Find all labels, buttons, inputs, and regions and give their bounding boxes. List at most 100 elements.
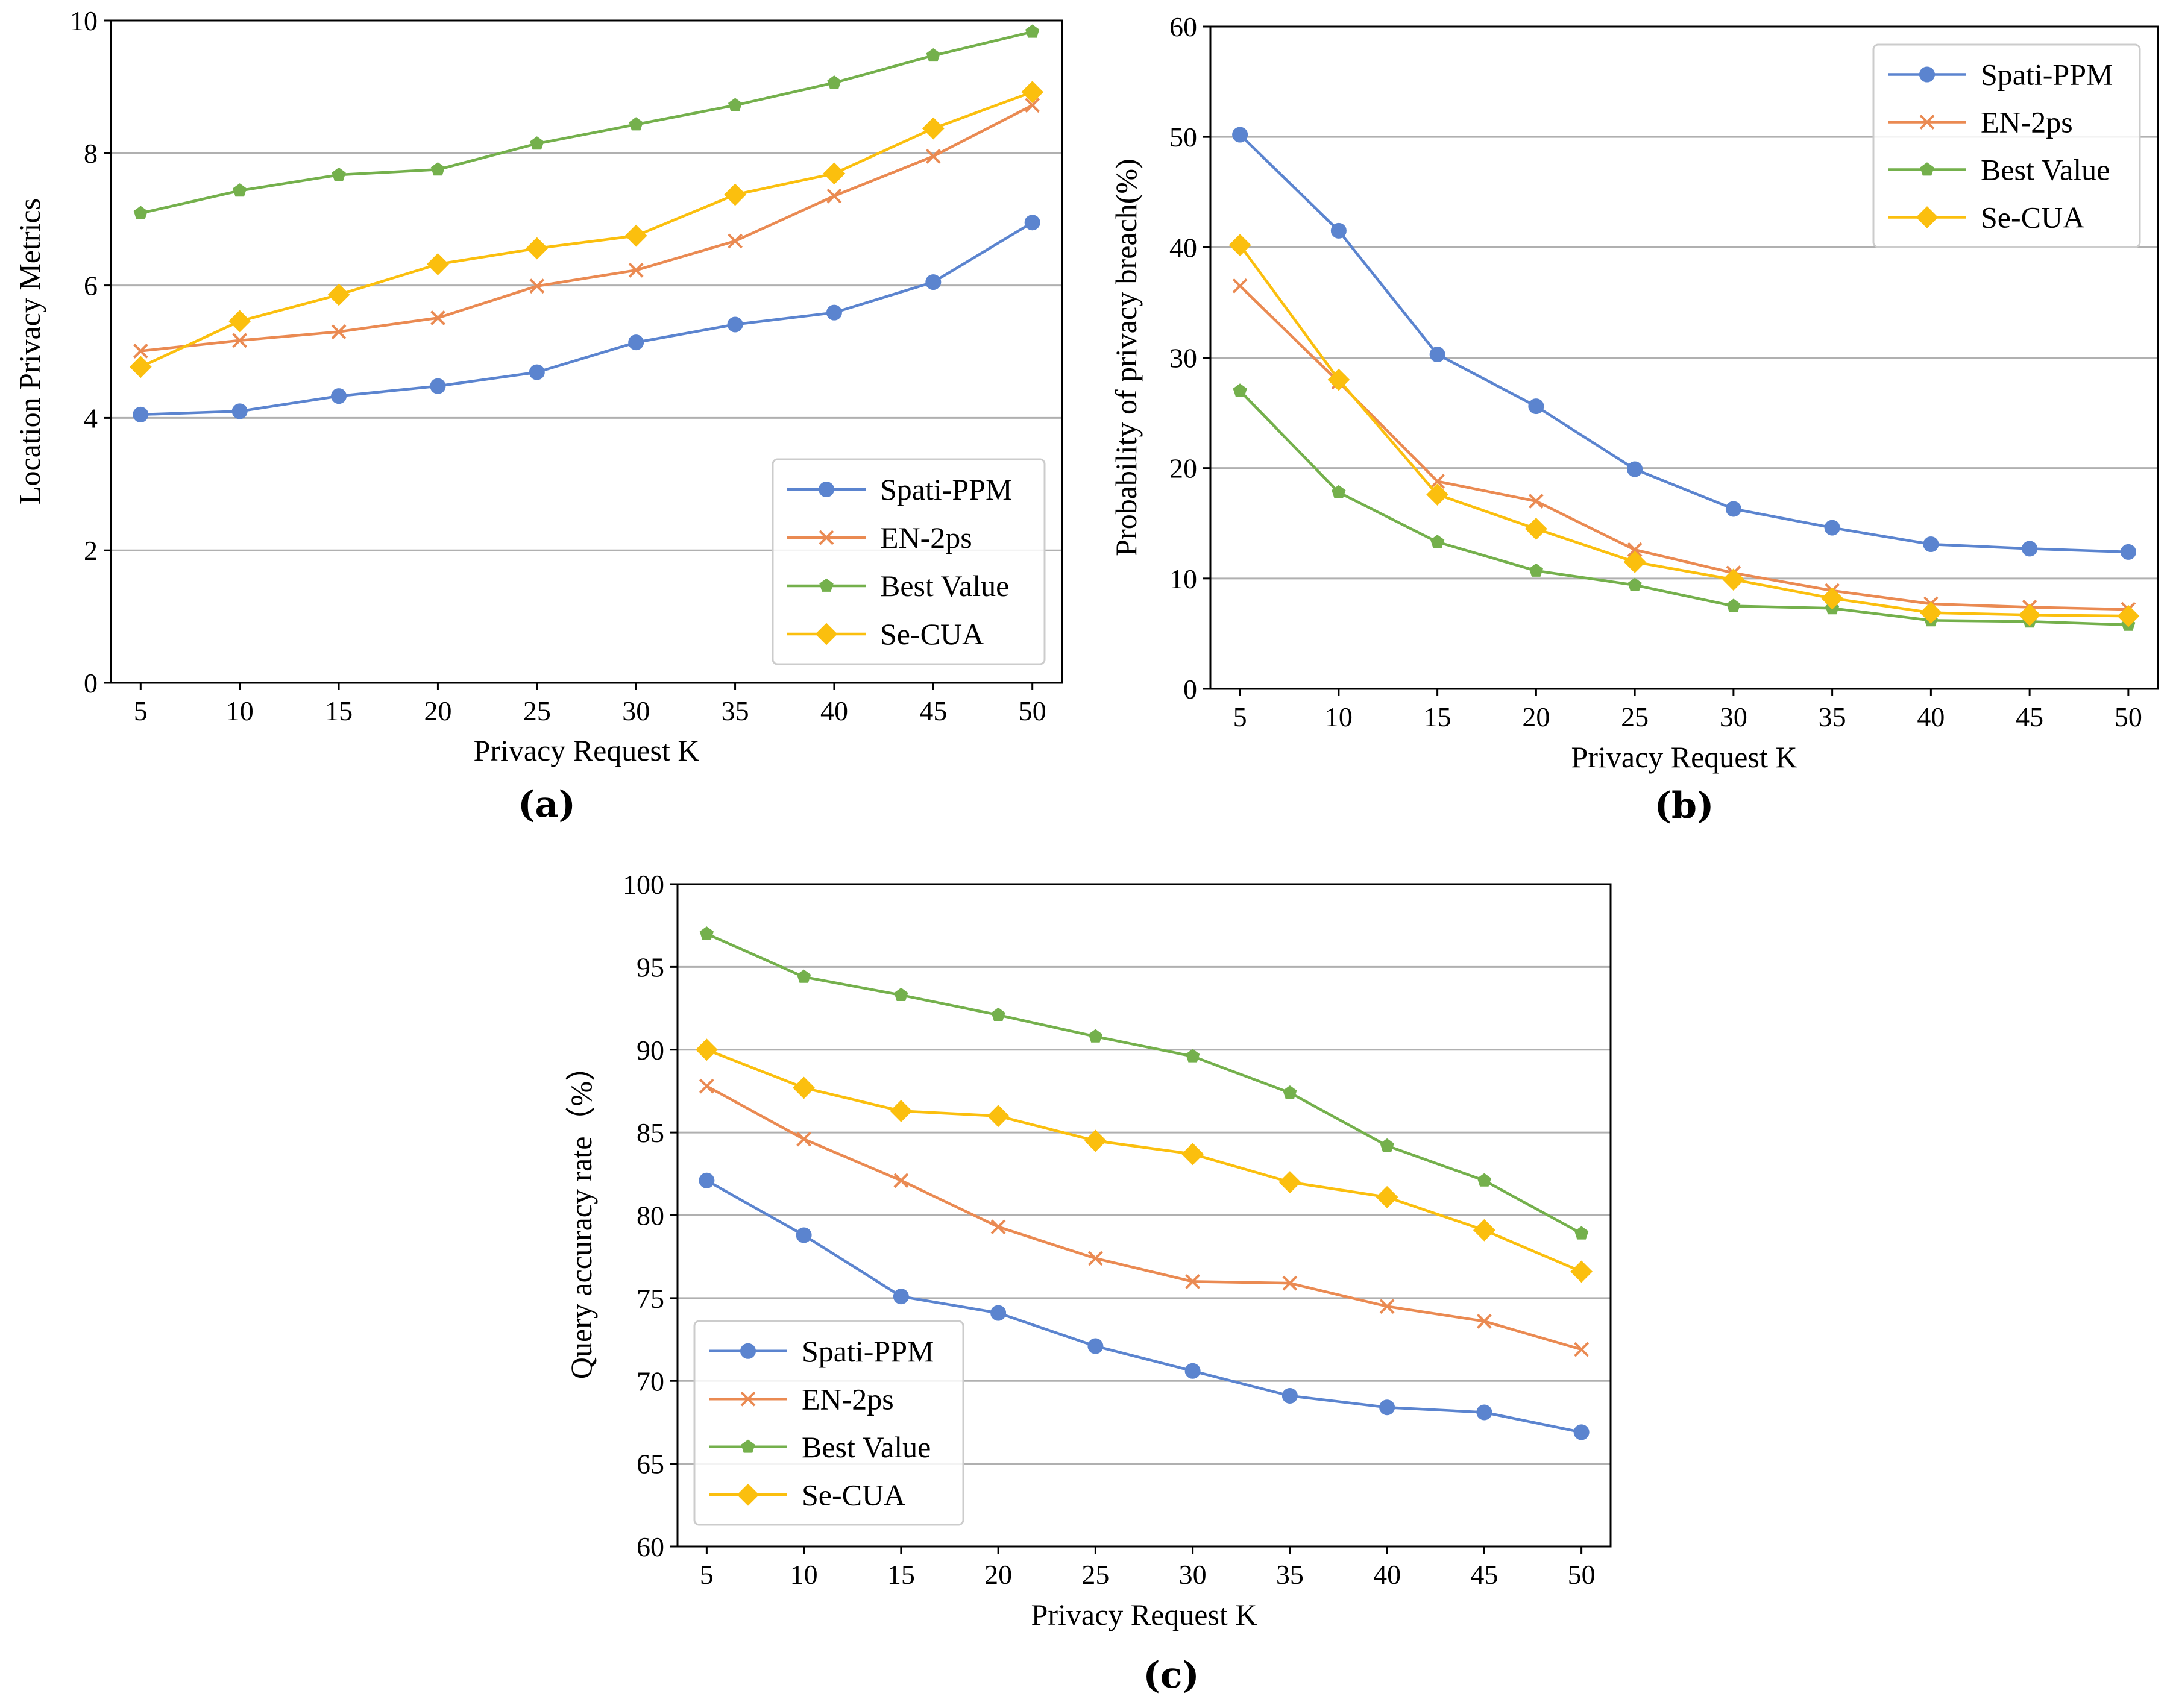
y-tick-label: 100: [623, 869, 664, 900]
y-tick-label: 0: [1183, 674, 1197, 705]
data-point-spati-ppm: [925, 274, 942, 290]
series-en-2ps: [133, 98, 1040, 359]
series-se-cua: [129, 81, 1044, 378]
data-point-se-cua: [1623, 550, 1646, 573]
data-point-en-2ps: [331, 324, 347, 339]
data-point-spati-ppm: [893, 1289, 909, 1305]
y-tick-label: 10: [1169, 564, 1197, 594]
data-point-spati-ppm: [1024, 215, 1040, 231]
data-point-se-cua: [922, 117, 945, 140]
data-point-best-value: [1233, 383, 1247, 397]
data-point-se-cua: [1524, 517, 1547, 540]
series-en-2ps: [1232, 278, 2136, 617]
y-tick-label: 60: [1169, 11, 1197, 42]
legend-marker-icon: [740, 1391, 756, 1407]
data-point-se-cua: [1426, 483, 1449, 506]
series-spati-ppm: [133, 215, 1040, 422]
data-point-spati-ppm: [628, 334, 644, 351]
y-tick-label: 30: [1169, 343, 1197, 374]
data-point-best-value: [991, 1007, 1005, 1021]
data-point-best-value: [1283, 1085, 1297, 1099]
x-tick-label: 5: [134, 695, 148, 726]
y-tick-label: 4: [84, 403, 98, 433]
x-tick-label: 20: [1522, 702, 1550, 732]
y-tick-label: 40: [1169, 232, 1197, 263]
y-tick-label: 20: [1169, 453, 1197, 484]
data-point-se-cua: [1473, 1219, 1495, 1242]
data-point-en-2ps: [133, 343, 148, 359]
data-point-spati-ppm: [1476, 1404, 1492, 1421]
y-tick-label: 8: [84, 138, 98, 169]
data-point-se-cua: [890, 1099, 913, 1122]
legend-marker-icon: [819, 578, 834, 592]
data-point-spati-ppm: [826, 304, 842, 321]
data-point-en-2ps: [1185, 1273, 1201, 1289]
series-line-en-2ps: [140, 104, 1033, 353]
legend-label: Se-CUA: [802, 1478, 905, 1512]
data-point-spati-ppm: [1573, 1424, 1590, 1440]
data-point-spati-ppm: [1087, 1338, 1104, 1354]
x-tick-label: 5: [1233, 702, 1247, 732]
series-en-2ps: [699, 1078, 1590, 1357]
legend-box: [693, 1320, 964, 1526]
chart-panel-a: 0 2 4 6 8 10 5 10 15 20 25 30 35 40 45 50 Privacy Reque…: [13, 5, 1063, 826]
data-point-best-value: [1726, 598, 1741, 612]
legend-label: Best Value: [1981, 153, 2110, 187]
legend-label: Spati-PPM: [1981, 58, 2113, 92]
data-point-en-2ps: [430, 310, 445, 325]
data-point-se-cua: [1228, 234, 1251, 257]
data-point-se-cua: [1084, 1129, 1107, 1152]
series-c: [695, 926, 1593, 1440]
legend-label: Spati-PPM: [802, 1334, 934, 1368]
x-tick-label: 40: [820, 695, 848, 726]
series-line-se-cua: [140, 90, 1033, 368]
data-point-best-value: [1477, 1173, 1491, 1187]
data-point-se-cua: [526, 237, 549, 260]
series-spati-ppm: [699, 1172, 1590, 1440]
x-tick-label: 50: [1568, 1559, 1596, 1590]
y-tick-label: 70: [637, 1366, 664, 1396]
data-point-en-2ps: [232, 333, 248, 348]
series-best-value: [1233, 383, 2136, 631]
data-point-se-cua: [1919, 601, 1942, 624]
data-point-best-value: [1025, 24, 1040, 38]
legend-box: [772, 458, 1046, 665]
data-point-en-2ps: [1476, 1313, 1492, 1329]
data-point-se-cua: [1021, 81, 1044, 104]
data-point-en-2ps: [1627, 542, 1643, 557]
data-point-best-value: [1627, 577, 1642, 591]
data-point-best-value: [728, 98, 743, 111]
x-tick-label: 10: [226, 695, 254, 726]
y-tick-label: 85: [637, 1117, 664, 1148]
data-point-best-value: [332, 167, 346, 181]
legend-marker-icon: [1916, 206, 1939, 228]
y-tick-label: 6: [84, 271, 98, 301]
data-point-en-2ps: [1574, 1342, 1590, 1357]
y-axis-title-c: Query accuracy rate（%）: [564, 1051, 598, 1379]
panel-label-b: (b): [1655, 785, 1714, 827]
series-line-se-cua: [706, 1048, 1582, 1273]
data-point-best-value: [894, 987, 908, 1001]
data-point-spati-ppm: [231, 403, 248, 419]
chart-panel-c: 60 65 70 75 80 85 90 95 100 5 10 15 20 25 30 35 40 45 50 P…: [564, 869, 1612, 1697]
legend-b: Spati-PPM EN-2ps Best Value Se-CUA: [1872, 43, 2141, 248]
data-point-best-value: [233, 183, 247, 197]
data-point-en-2ps: [1528, 494, 1544, 509]
y-tick-label: 90: [637, 1035, 664, 1066]
legend-label: EN-2ps: [802, 1382, 894, 1416]
data-point-en-2ps: [1282, 1275, 1298, 1291]
data-point-best-value: [1574, 1226, 1589, 1240]
data-point-spati-ppm: [990, 1305, 1007, 1321]
series-line-se-cua: [1239, 244, 2128, 618]
data-point-se-cua: [987, 1105, 1010, 1128]
data-point-spati-ppm: [1824, 520, 1840, 536]
y-axis-title-b: Probability of privacy breach(%): [1109, 159, 1143, 556]
legend-marker-icon: [740, 1343, 756, 1359]
data-point-spati-ppm: [699, 1172, 715, 1188]
x-tick-label: 35: [722, 695, 749, 726]
data-point-best-value: [1186, 1049, 1200, 1063]
x-tick-label: 45: [919, 695, 947, 726]
series-best-value: [699, 926, 1589, 1240]
data-point-best-value: [1088, 1029, 1102, 1043]
